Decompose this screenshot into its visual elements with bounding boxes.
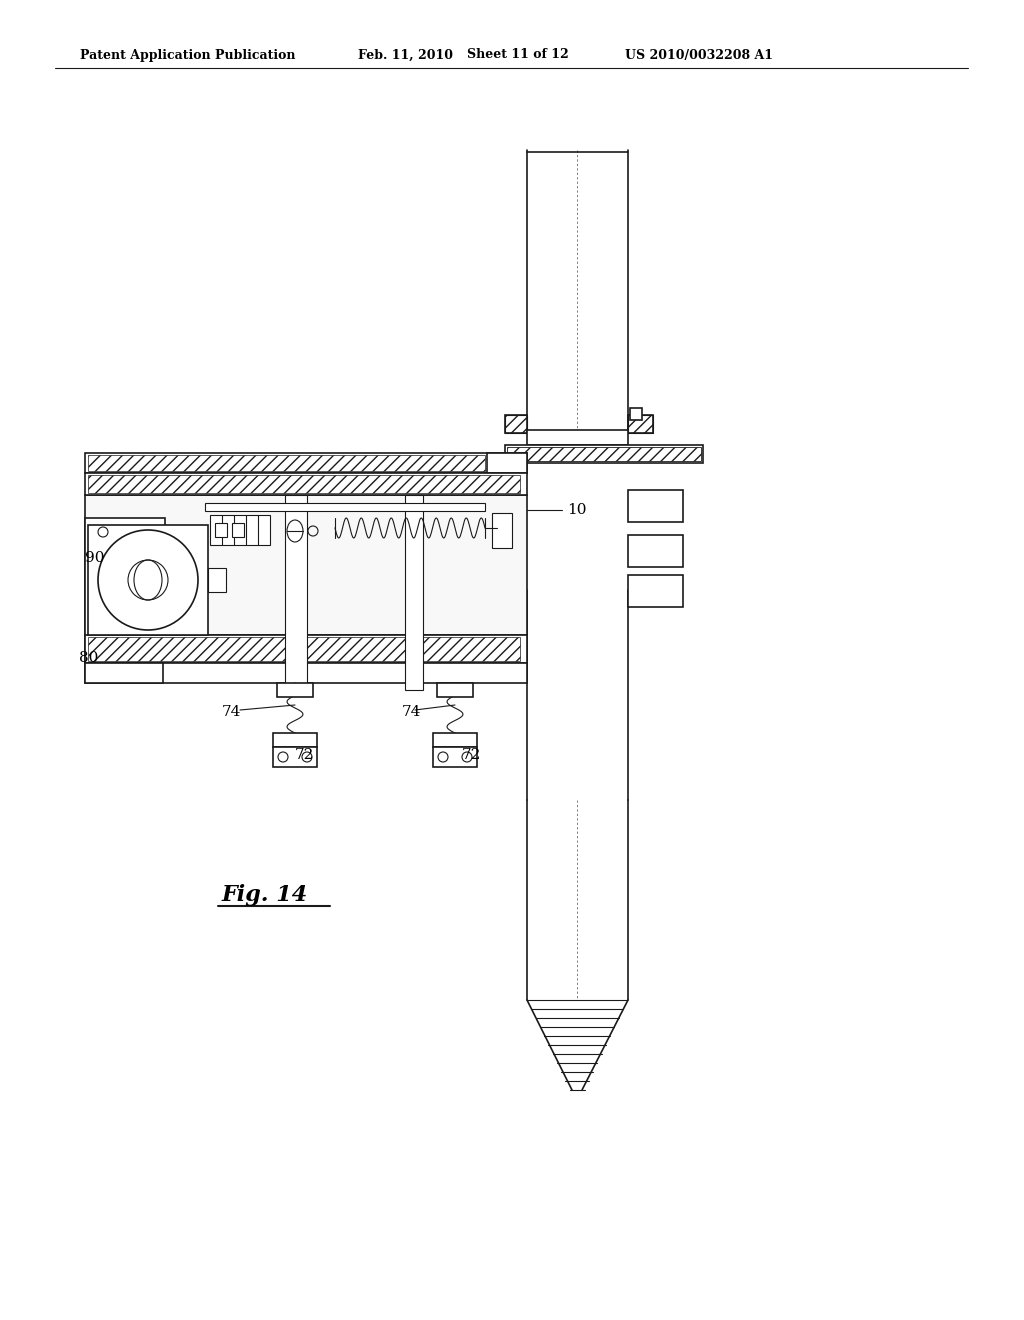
Text: 90: 90 <box>85 550 104 565</box>
Bar <box>278 682 313 697</box>
Text: Fig. 14: Fig. 14 <box>222 884 308 906</box>
Bar <box>433 747 477 767</box>
Bar <box>628 414 653 433</box>
Text: Feb. 11, 2010: Feb. 11, 2010 <box>358 49 453 62</box>
Bar <box>505 414 527 433</box>
Text: 74: 74 <box>222 705 242 719</box>
Bar <box>628 576 683 607</box>
Bar <box>88 475 520 492</box>
Bar <box>437 682 473 697</box>
Bar <box>88 638 520 661</box>
Bar <box>487 453 527 473</box>
Bar <box>85 635 527 663</box>
Bar <box>88 525 208 635</box>
Bar <box>527 430 628 445</box>
Bar <box>628 490 683 521</box>
Bar <box>88 455 485 471</box>
Bar <box>507 447 701 461</box>
Bar <box>505 445 703 463</box>
Text: 80: 80 <box>79 651 98 665</box>
Bar <box>628 414 653 433</box>
Bar <box>406 495 423 690</box>
Bar <box>505 414 527 433</box>
Bar <box>85 663 163 682</box>
Bar <box>210 515 270 545</box>
Bar <box>85 663 527 682</box>
Bar <box>215 523 227 537</box>
Bar <box>85 473 527 495</box>
Text: Sheet 11 of 12: Sheet 11 of 12 <box>467 49 568 62</box>
Text: 74: 74 <box>402 705 421 719</box>
Bar <box>628 535 683 568</box>
Bar <box>273 747 317 767</box>
Text: Patent Application Publication: Patent Application Publication <box>80 49 296 62</box>
Bar <box>205 503 485 511</box>
Bar <box>85 453 527 473</box>
Bar <box>285 495 307 690</box>
Bar <box>273 733 317 747</box>
Bar <box>232 523 244 537</box>
Bar <box>630 408 642 420</box>
Bar <box>85 517 165 663</box>
Bar <box>433 733 477 747</box>
Text: US 2010/0032208 A1: US 2010/0032208 A1 <box>625 49 773 62</box>
Text: 10: 10 <box>567 503 587 517</box>
Bar <box>85 495 527 635</box>
Bar <box>492 513 512 548</box>
Bar <box>208 568 226 591</box>
Text: 72: 72 <box>462 748 481 762</box>
Text: 72: 72 <box>295 748 314 762</box>
